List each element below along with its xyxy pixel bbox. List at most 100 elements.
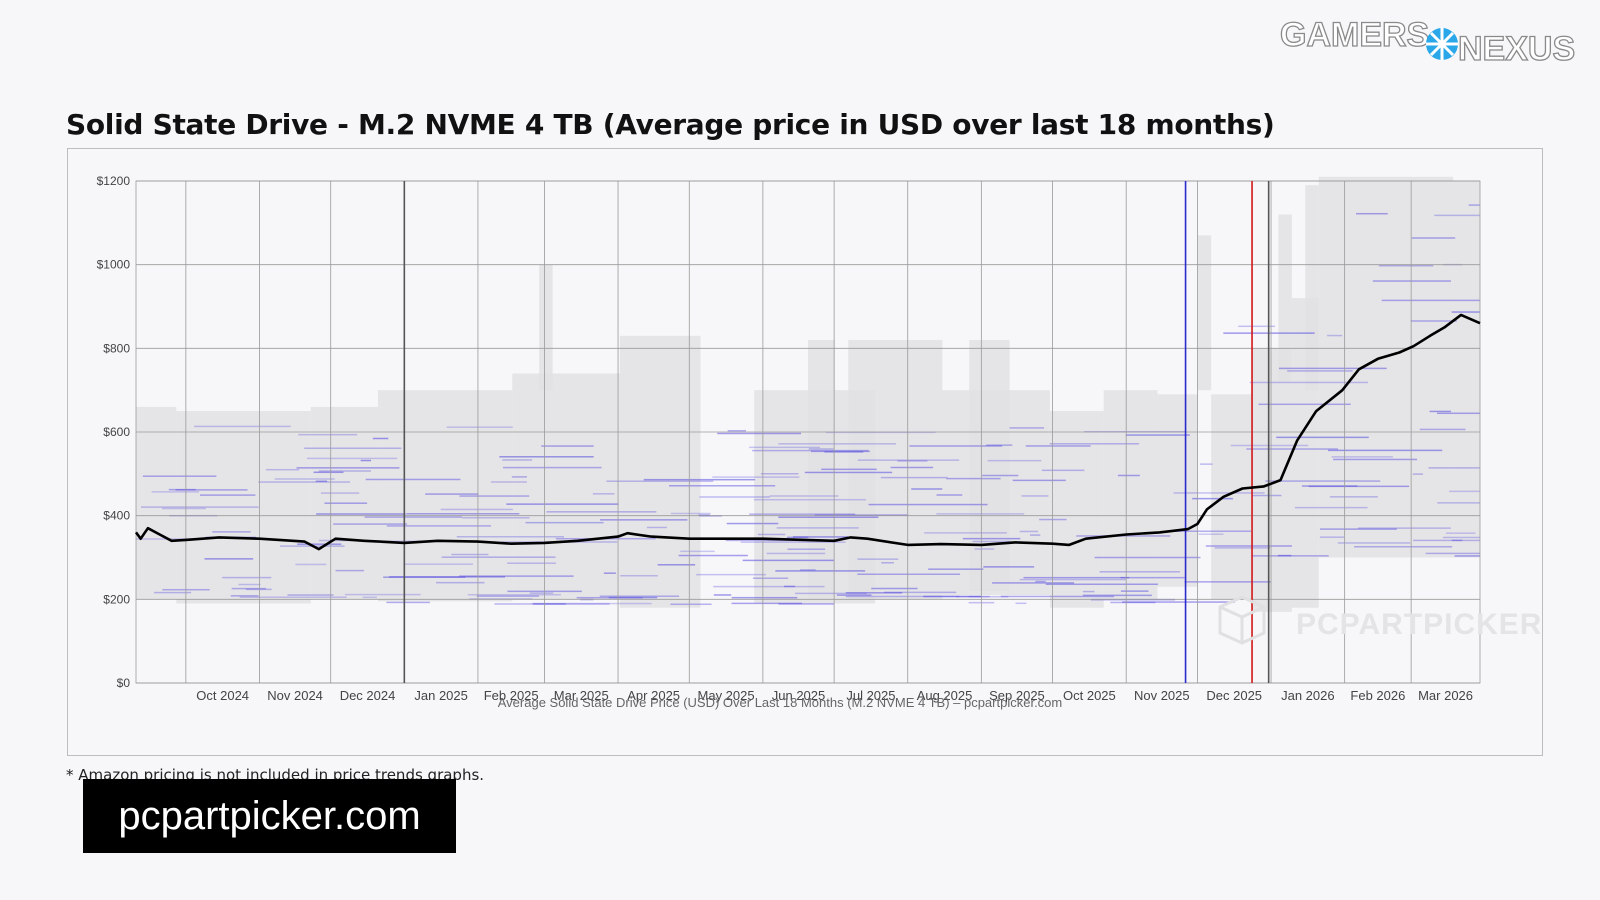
x-tick-label: Oct 2024: [196, 688, 249, 703]
price-band: [1251, 348, 1292, 612]
listing-line: [749, 513, 856, 515]
listing-line: [592, 493, 615, 495]
listing-line: [1019, 530, 1039, 533]
listing-line: [936, 513, 1025, 515]
listing-line: [1381, 299, 1480, 302]
price-band: [619, 335, 701, 608]
listing-line: [533, 603, 566, 605]
listing-line: [194, 425, 291, 428]
listing-line: [1419, 428, 1466, 431]
listing-line: [778, 603, 835, 605]
listing-line: [1214, 547, 1271, 549]
listing-line: [389, 576, 506, 578]
average-price-line: [134, 313, 1481, 551]
listing-line: [404, 563, 474, 565]
grid-lines: [135, 180, 1481, 684]
listing-line: [406, 513, 520, 515]
listing-line: [298, 433, 358, 436]
listing-line: [1205, 545, 1292, 547]
listing-line: [753, 498, 866, 501]
listing-line: [962, 537, 1021, 540]
listing-line: [1117, 474, 1140, 477]
listing-line: [1049, 443, 1140, 445]
listing-line: [494, 603, 610, 605]
listing-line: [1451, 539, 1463, 542]
listing-line: [731, 602, 802, 605]
listing-line: [1045, 583, 1158, 586]
x-tick-label: Feb 2025: [484, 688, 539, 703]
listing-line: [222, 576, 272, 579]
listing-line: [1238, 325, 1276, 328]
listing-line: [1021, 495, 1049, 497]
listing-line: [784, 585, 796, 588]
listing-line: [436, 581, 485, 584]
listing-line: [1094, 556, 1201, 559]
price-band: [377, 390, 513, 602]
listing-line: [1356, 212, 1388, 215]
listing-line: [529, 592, 554, 594]
y-tick-label: $1200: [97, 174, 131, 188]
listing-line: [928, 568, 984, 570]
listing-line: [1327, 449, 1443, 452]
price-band: [539, 264, 553, 391]
listing-line: [576, 596, 643, 599]
listing-line: [657, 564, 696, 566]
listing-line: [239, 596, 347, 598]
y-tick-label: $200: [103, 592, 130, 606]
listing-line: [333, 523, 408, 525]
y-axis-ticks: $0 $200 $400 $600 $800 $1000 $1200: [97, 174, 131, 690]
listing-line: [909, 445, 1003, 447]
listing-price-lines: [136, 204, 1480, 606]
listing-line: [620, 574, 658, 577]
listing-line: [1025, 445, 1091, 447]
listing-line: [1029, 534, 1041, 536]
listing-line: [231, 587, 267, 590]
listing-line: [274, 478, 335, 480]
x-tick-label: Dec 2024: [340, 688, 396, 703]
listing-line: [987, 459, 1042, 462]
listing-line: [992, 582, 1075, 584]
listing-line: [344, 593, 421, 596]
listing-line: [923, 595, 982, 598]
listing-line: [924, 532, 1007, 534]
listing-line: [507, 562, 556, 564]
listing-line: [525, 521, 604, 524]
event-markers: [403, 181, 1270, 683]
listing-line: [1184, 581, 1271, 583]
listing-line: [1023, 576, 1130, 579]
x-tick-label: Sep 2025: [989, 688, 1045, 703]
listing-line: [1192, 497, 1233, 500]
listing-line: [1434, 214, 1480, 217]
listing-line: [1012, 479, 1066, 482]
listing-line: [364, 516, 463, 518]
listing-line: [287, 594, 334, 596]
listing-line: [678, 554, 748, 557]
listing-line: [365, 478, 461, 481]
x-tick-label: Mar 2025: [554, 688, 609, 703]
price-band: [1318, 176, 1454, 558]
listing-line: [669, 485, 776, 487]
listing-line: [821, 468, 877, 471]
listing-line: [890, 466, 934, 469]
listing-line: [212, 531, 251, 533]
listing-line: [600, 519, 688, 521]
listing-line: [324, 502, 368, 504]
listing-line: [713, 594, 732, 596]
listing-line: [1015, 602, 1027, 605]
listing-line: [1449, 490, 1480, 493]
listing-line: [857, 558, 899, 560]
listing-line: [712, 476, 800, 478]
listing-line: [1120, 590, 1149, 592]
listing-line: [304, 447, 402, 450]
listing-line: [1246, 448, 1339, 450]
listing-line: [372, 437, 389, 440]
listing-line: [1082, 594, 1152, 597]
listing-line: [1287, 370, 1353, 372]
listing-line: [318, 470, 371, 472]
price-band: [310, 406, 378, 600]
listing-line: [946, 477, 1001, 480]
listing-line: [1120, 576, 1185, 579]
listing-line: [168, 488, 196, 491]
listing-line: [1413, 539, 1480, 542]
listing-line: [696, 573, 766, 576]
